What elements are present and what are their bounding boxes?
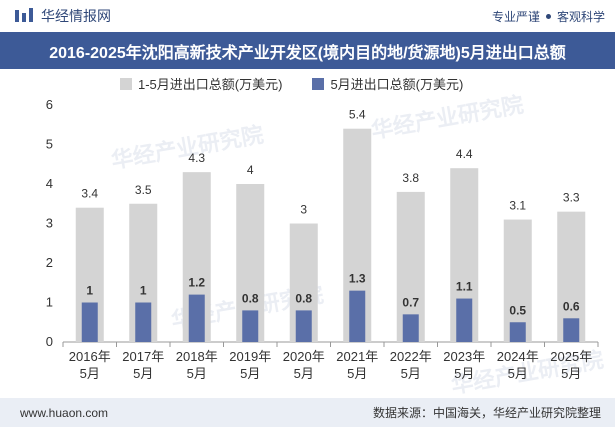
chart-title: 2016-2025年沈阳高新技术产业开发区(境内目的地/货源地)5月进出口总额 [0, 32, 615, 69]
x-tick-label-month-2: 5月 [187, 366, 207, 381]
data-label-total-0: 3.4 [81, 187, 98, 201]
tagline-right: 客观科学 [556, 9, 605, 24]
bar-may-2 [188, 294, 205, 342]
y-tick-label-2: 2 [46, 255, 53, 270]
y-tick-label-4: 4 [46, 176, 53, 191]
bar-chart: 0 1 2 3 4 5 6 3.4 1 2016年 5月 3.5 1 2017年 5月 4.3 1.2 2018年… [46, 97, 599, 381]
x-tick-label-month-5: 5月 [347, 366, 367, 381]
top-bar: 华经情报网 专业严谨 客观科学 [0, 0, 615, 32]
y-tick-label-5: 5 [46, 137, 53, 152]
data-label-may-4: 0.8 [295, 291, 312, 305]
brand-name: 华经情报网 [41, 8, 111, 24]
data-label-may-6: 0.7 [402, 295, 419, 309]
data-label-total-3: 4 [247, 163, 254, 177]
bar-may-1 [135, 302, 152, 342]
data-label-may-3: 0.8 [242, 291, 259, 305]
data-label-total-8: 3.1 [509, 199, 526, 213]
bar-may-6 [402, 314, 419, 342]
footer: www.huaon.com 数据来源：中国海关，华经产业研究院整理 [0, 398, 615, 427]
legend-item-may[interactable]: 5月进出口总额(万美元) [312, 74, 463, 93]
y-tick-label-3: 3 [46, 216, 53, 231]
x-tick-label-month-1: 5月 [133, 366, 153, 381]
x-tick-label-month-6: 5月 [401, 366, 421, 381]
footer-source: 数据来源：中国海关，华经产业研究院整理 [372, 406, 601, 420]
x-tick-label-year-1: 2017年 [122, 349, 164, 364]
bar-may-3 [242, 310, 259, 342]
data-label-total-2: 4.3 [188, 151, 205, 165]
separator-dot-icon [545, 13, 551, 19]
x-tick-label-month-8: 5月 [508, 366, 528, 381]
x-tick-label-year-9: 2025年 [550, 349, 592, 364]
x-tick-label-month-4: 5月 [294, 366, 314, 381]
y-tick-label-0: 0 [46, 334, 53, 349]
x-tick-label-month-9: 5月 [561, 366, 581, 381]
x-tick-label-year-4: 2020年 [283, 349, 325, 364]
legend-label-total: 1-5月进出口总额(万美元) [138, 77, 283, 92]
data-label-total-1: 3.5 [135, 183, 152, 197]
x-tick-label-year-8: 2024年 [497, 349, 539, 364]
data-label-may-9: 0.6 [563, 299, 580, 313]
bar-may-8 [509, 322, 526, 342]
bar-may-0 [81, 302, 98, 342]
brand[interactable]: 华经情报网 [14, 6, 111, 26]
bar-may-4 [295, 310, 312, 342]
x-tick-label-month-7: 5月 [454, 366, 474, 381]
data-label-may-1: 1 [140, 284, 147, 298]
bar-may-7 [456, 298, 473, 342]
x-tick-label-month-0: 5月 [80, 366, 100, 381]
data-label-may-0: 1 [86, 284, 93, 298]
data-label-total-7: 4.4 [456, 147, 473, 161]
y-tick-label-6: 6 [46, 97, 53, 112]
legend-swatch-may [312, 77, 325, 90]
x-tick-label-year-0: 2016年 [69, 349, 111, 364]
legend-swatch-total [120, 77, 132, 90]
x-tick-label-year-7: 2023年 [443, 349, 485, 364]
legend: 1-5月进出口总额(万美元) 5月进出口总额(万美元) [120, 74, 463, 93]
data-label-total-5: 5.4 [349, 108, 366, 122]
data-label-may-8: 0.5 [509, 303, 526, 317]
data-label-total-9: 3.3 [563, 191, 580, 205]
tagline: 专业严谨 客观科学 [492, 8, 605, 25]
x-tick-label-month-3: 5月 [240, 366, 260, 381]
data-label-may-2: 1.2 [188, 276, 205, 290]
x-tick-label-year-6: 2022年 [390, 349, 432, 364]
x-tick-label-year-5: 2021年 [336, 349, 378, 364]
footer-website[interactable]: www.huaon.com [20, 405, 109, 420]
legend-item-total[interactable]: 1-5月进出口总额(万美元) [120, 74, 282, 93]
data-label-total-6: 3.8 [402, 171, 419, 185]
bar-total-8 [503, 219, 532, 342]
y-tick-label-1: 1 [46, 295, 53, 310]
legend-label-may: 5月进出口总额(万美元) [330, 77, 464, 92]
x-tick-label-year-3: 2019年 [229, 349, 271, 364]
tagline-left: 专业严谨 [491, 9, 540, 24]
data-label-may-5: 1.3 [349, 272, 366, 286]
bar-may-9 [563, 318, 580, 342]
data-label-total-4: 3 [300, 203, 307, 217]
x-tick-label-year-2: 2018年 [176, 349, 218, 364]
huajing-logo-icon [15, 8, 33, 22]
bar-may-5 [349, 290, 366, 342]
data-label-may-7: 1.1 [456, 280, 473, 294]
